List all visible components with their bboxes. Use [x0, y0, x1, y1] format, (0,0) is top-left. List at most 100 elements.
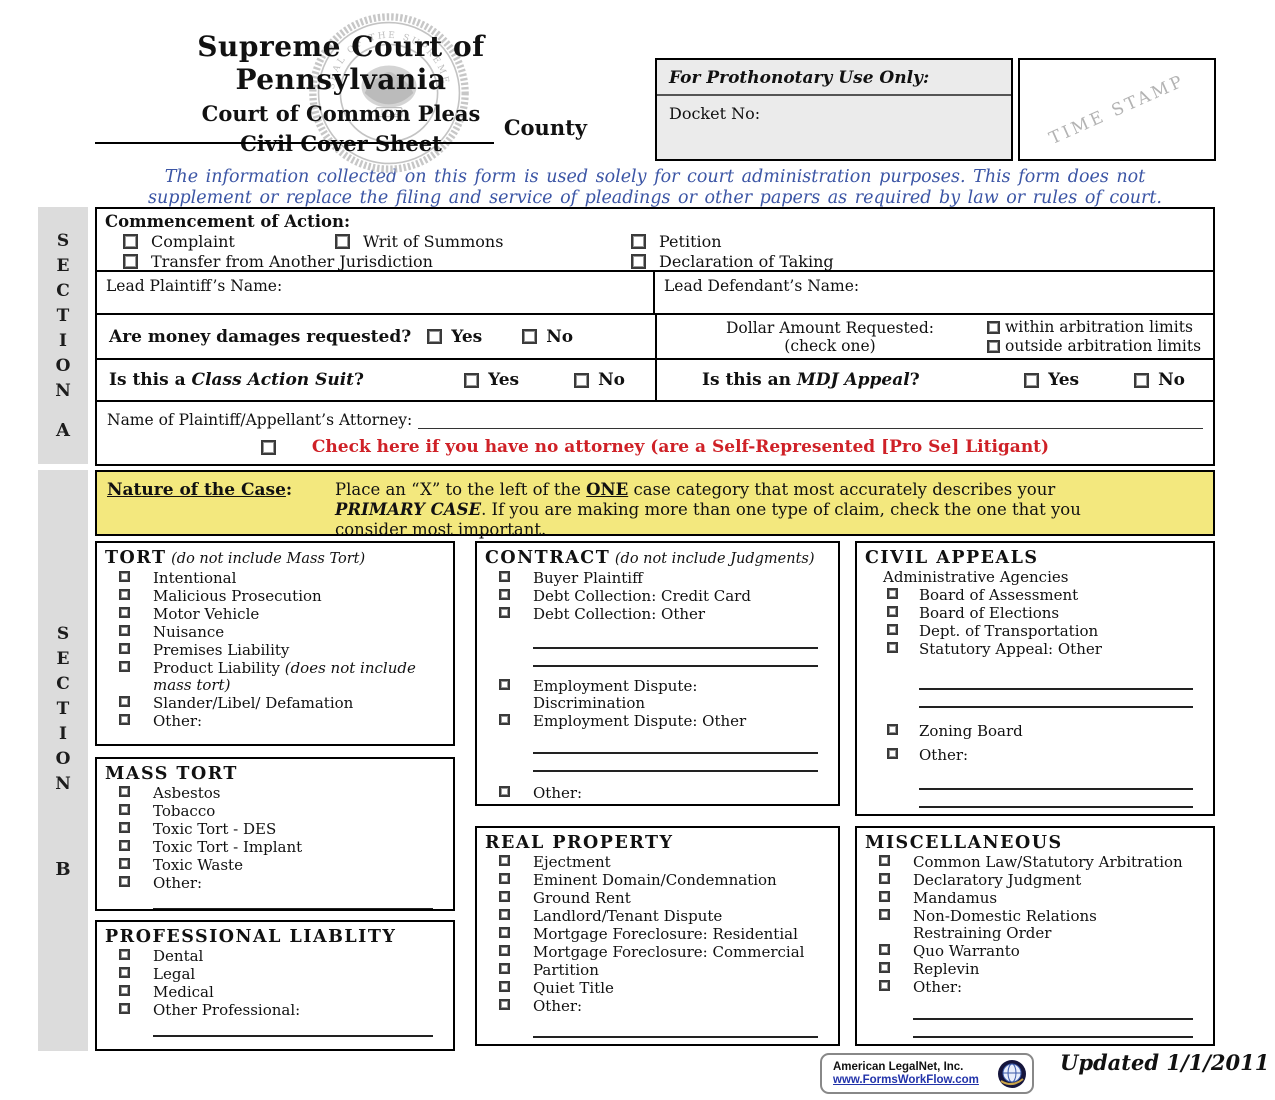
county-blank-line[interactable] — [95, 114, 494, 144]
notice-line-2: supplement or replace the filing and ser… — [148, 188, 1162, 208]
checkbox-common-law-statutory-arbitration[interactable] — [879, 855, 890, 866]
checkbox-motor-vehicle[interactable] — [119, 607, 130, 618]
write-in-line[interactable] — [919, 794, 1193, 808]
lead-plaintiff-field[interactable]: Lead Plaintiff’s Name: — [97, 272, 655, 313]
checkbox-money-no[interactable] — [522, 329, 538, 344]
checkbox-within-arbitration[interactable] — [987, 320, 1000, 334]
category-box-civil-appeals: CIVIL APPEALS Administrative Agencies Boar… — [855, 541, 1215, 816]
checkbox-outside-arbitration[interactable] — [987, 339, 1000, 353]
write-in-line[interactable] — [913, 1024, 1193, 1038]
checkbox-mdj-yes[interactable] — [1024, 372, 1040, 388]
write-in-line[interactable] — [153, 1041, 433, 1049]
docket-number-field[interactable]: Docket No: — [669, 104, 761, 123]
option-label: Board of Assessment — [919, 586, 1079, 604]
checkbox-other[interactable] — [499, 786, 510, 797]
category-column-2: CONTRACT (do not include Judgments) Buyer… — [475, 541, 840, 1046]
checkbox-asbestos[interactable] — [119, 786, 130, 797]
checkbox-petition[interactable] — [631, 234, 646, 249]
checkbox-malicious-prosecution[interactable] — [119, 589, 130, 600]
checkbox-other[interactable] — [119, 714, 130, 725]
write-in-line[interactable] — [919, 776, 1193, 790]
checkbox-dental[interactable] — [119, 949, 130, 960]
checkbox-non-domestic-relations[interactable] — [879, 909, 890, 920]
write-in-line[interactable] — [153, 734, 433, 744]
lead-defendant-field[interactable]: Lead Defendant’s Name: — [664, 277, 860, 295]
checkbox-toxic-tort-des[interactable] — [119, 822, 130, 833]
checkbox-landlord-tenant-dispute[interactable] — [499, 909, 510, 920]
checkbox-toxic-tort-implant[interactable] — [119, 840, 130, 851]
write-in-line[interactable] — [919, 676, 1193, 690]
write-in-line[interactable] — [153, 1023, 433, 1037]
checkbox-buyer-plaintiff[interactable] — [499, 571, 510, 582]
instr-one: ONE — [586, 480, 629, 499]
checkbox-declaration-of-taking[interactable] — [631, 254, 646, 269]
checkbox-ground-rent[interactable] — [499, 891, 510, 902]
checkbox-mdj-no[interactable] — [1134, 372, 1150, 388]
checkbox-mandamus[interactable] — [879, 891, 890, 902]
checkbox-class-no[interactable] — [574, 372, 590, 388]
case-option-replevin: Replevin — [857, 961, 1213, 978]
checkbox-money-yes[interactable] — [427, 329, 443, 344]
checkbox-declaratory-judgment[interactable] — [879, 873, 890, 884]
checkbox-statutory-appeal-other[interactable] — [887, 642, 898, 653]
write-in-line[interactable] — [533, 740, 818, 754]
checkbox-writ-of-summons[interactable] — [335, 234, 350, 249]
checkbox-other[interactable] — [879, 980, 890, 991]
write-in-line[interactable] — [913, 1006, 1193, 1020]
category-box-professional-liability: PROFESSIONAL LIABLITY Dental Legal Medical O… — [95, 920, 455, 1051]
checkbox-employment-dispute[interactable] — [499, 679, 510, 690]
write-in-line[interactable] — [919, 694, 1193, 708]
checkbox-mortgage-foreclosure-commercial[interactable] — [499, 945, 510, 956]
checkbox-medical[interactable] — [119, 985, 130, 996]
checkbox-ejectment[interactable] — [499, 855, 510, 866]
checkbox-eminent-domain-condemnation[interactable] — [499, 873, 510, 884]
case-option-legal: Legal — [97, 966, 453, 983]
write-in-line[interactable] — [533, 653, 818, 667]
checkbox-intentional[interactable] — [119, 571, 130, 582]
checkbox-zoning-board[interactable] — [887, 724, 898, 735]
checkbox-quiet-title[interactable] — [499, 981, 510, 992]
checkbox-no-attorney[interactable] — [260, 439, 276, 455]
checkbox-transfer-jurisdiction[interactable] — [123, 254, 138, 269]
checkbox-premises-liability[interactable] — [119, 643, 130, 654]
updated-date: Updated 1/1/2011 — [1060, 1050, 1270, 1075]
checkbox-other[interactable] — [119, 876, 130, 887]
write-in-line[interactable] — [533, 1024, 818, 1038]
checkbox-board-of-elections[interactable] — [887, 606, 898, 617]
checkbox-other[interactable] — [887, 748, 898, 759]
write-in-line[interactable] — [533, 635, 818, 649]
county-line: County — [95, 112, 587, 144]
category-note: (do not include Mass Tort) — [166, 551, 366, 567]
checkbox-debt-collection-other[interactable] — [499, 607, 510, 618]
checkbox-product-liability[interactable] — [119, 661, 130, 672]
checkbox-dept-of-transportation[interactable] — [887, 624, 898, 635]
checkbox-legal[interactable] — [119, 967, 130, 978]
case-option-dept-of-transportation: Dept. of Transportation — [857, 623, 1213, 640]
legalnet-name: American LegalNet, Inc. — [833, 1060, 964, 1073]
checkbox-slander-libel-defamation[interactable] — [119, 696, 130, 707]
checkbox-nuisance[interactable] — [119, 625, 130, 636]
checkbox-mortgage-foreclosure-residential[interactable] — [499, 927, 510, 938]
attorney-name-line[interactable] — [418, 412, 1203, 429]
checkbox-partition[interactable] — [499, 963, 510, 974]
checkbox-other-professional[interactable] — [119, 1003, 130, 1014]
case-option-slander-libel-defamation: Slander/Libel/ Defamation — [97, 695, 453, 712]
bar-letter: C — [56, 281, 70, 301]
write-in-line[interactable] — [153, 896, 433, 909]
checkbox-board-of-assessment[interactable] — [887, 588, 898, 599]
checkbox-employment-dispute-other[interactable] — [499, 714, 510, 725]
checkbox-quo-warranto[interactable] — [879, 944, 890, 955]
checkbox-complaint[interactable] — [123, 234, 138, 249]
case-option-toxic-tort-implant: Toxic Tort - Implant — [97, 839, 453, 856]
option-label: Slander/Libel/ Defamation — [153, 694, 354, 712]
checkbox-other[interactable] — [499, 999, 510, 1010]
write-in-line[interactable] — [533, 1042, 818, 1044]
checkbox-replevin[interactable] — [879, 962, 890, 973]
checkbox-toxic-waste[interactable] — [119, 858, 130, 869]
legalnet-link[interactable]: www.FormsWorkFlow.com — [833, 1073, 979, 1086]
write-in-line[interactable] — [533, 758, 818, 772]
option-label: Writ of Summons — [363, 232, 504, 251]
checkbox-class-yes[interactable] — [464, 372, 480, 388]
checkbox-debt-collection-credit-card[interactable] — [499, 589, 510, 600]
checkbox-tobacco[interactable] — [119, 804, 130, 815]
